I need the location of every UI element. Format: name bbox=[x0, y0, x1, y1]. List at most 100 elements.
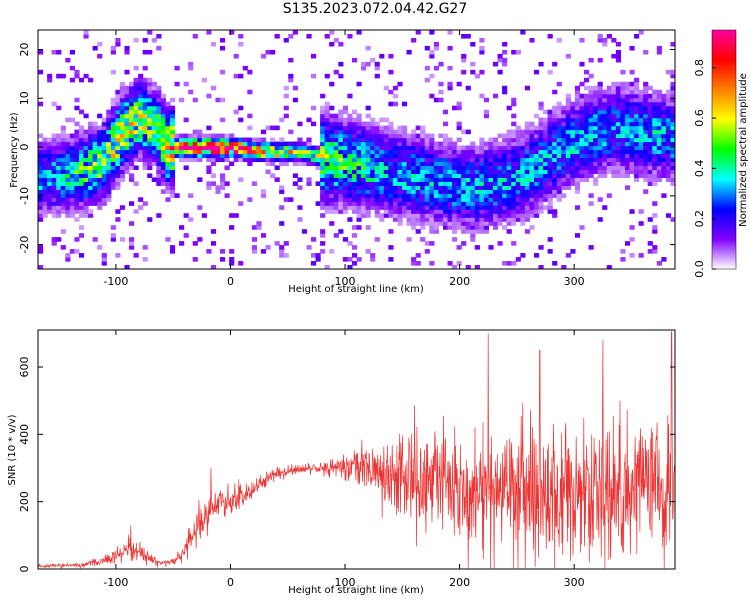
heatmap-cell bbox=[574, 101, 581, 107]
heatmap-cell bbox=[351, 261, 358, 266]
heatmap-cell bbox=[115, 157, 121, 163]
heatmap-cell bbox=[520, 149, 526, 155]
heatmap-cell bbox=[652, 137, 658, 143]
heatmap-cell bbox=[165, 197, 171, 202]
heatmap-cell bbox=[656, 89, 662, 95]
heatmap-cell bbox=[415, 177, 421, 182]
heatmap-cell bbox=[320, 193, 326, 198]
heatmap-cell bbox=[351, 201, 358, 206]
heatmap-cell bbox=[524, 173, 530, 178]
heatmap-cell bbox=[201, 145, 207, 151]
heatmap-cell bbox=[661, 161, 667, 167]
heatmap-cell bbox=[415, 157, 421, 163]
heatmap-cell bbox=[502, 41, 508, 47]
heatmap-cell bbox=[538, 133, 544, 139]
heatmap-cell bbox=[615, 41, 621, 47]
heatmap-cell bbox=[220, 181, 226, 186]
heatmap-cell bbox=[579, 153, 585, 159]
heatmap-cell bbox=[129, 121, 135, 127]
heatmap-cell bbox=[174, 193, 180, 198]
heatmap-cell bbox=[570, 169, 576, 174]
heatmap-cell bbox=[574, 145, 581, 151]
heatmap-cell bbox=[461, 225, 467, 230]
heatmap-cell bbox=[133, 109, 139, 115]
heatmap-cell bbox=[602, 165, 608, 171]
heatmap-cell bbox=[115, 169, 121, 174]
heatmap-cell bbox=[361, 193, 367, 198]
heatmap-cell bbox=[602, 205, 608, 210]
heatmap-cell bbox=[479, 201, 485, 206]
heatmap-cell bbox=[597, 89, 603, 95]
heatmap-cell bbox=[220, 117, 226, 123]
heatmap-cell bbox=[297, 157, 303, 163]
heatmap-cell bbox=[311, 253, 317, 258]
heatmap-cell bbox=[119, 157, 126, 163]
heatmap-cell bbox=[365, 185, 371, 190]
heatmap-cell bbox=[520, 177, 526, 182]
heatmap-cell bbox=[329, 157, 335, 163]
heatmap-cell bbox=[320, 173, 326, 178]
heatmap-cell bbox=[119, 149, 126, 155]
heatmap-cell bbox=[429, 173, 435, 178]
heatmap-cell bbox=[370, 145, 376, 151]
heatmap-cell bbox=[624, 161, 631, 167]
heatmap-cell bbox=[656, 97, 662, 103]
heatmap-cell bbox=[51, 193, 57, 198]
heatmap-cell bbox=[69, 213, 75, 218]
heatmap-cell bbox=[333, 205, 339, 210]
heatmap-cell bbox=[374, 177, 380, 182]
heatmap-cell bbox=[188, 89, 194, 95]
heatmap-cell bbox=[374, 181, 380, 186]
heatmap-cell bbox=[151, 117, 157, 123]
heatmap-cell bbox=[47, 141, 53, 147]
heatmap-cell bbox=[324, 145, 330, 151]
heatmap-cell bbox=[101, 129, 107, 135]
heatmap-cell bbox=[415, 173, 421, 178]
heatmap-cell bbox=[470, 61, 476, 67]
heatmap-cell bbox=[60, 73, 66, 79]
heatmap-cell bbox=[288, 73, 294, 79]
heatmap-cell bbox=[56, 209, 62, 214]
heatmap-cell bbox=[461, 157, 467, 163]
heatmap-cell bbox=[533, 173, 540, 178]
heatmap-cell bbox=[670, 169, 675, 174]
heatmap-cell bbox=[479, 221, 485, 226]
heatmap-cell bbox=[452, 265, 458, 269]
heatmap-cell bbox=[656, 117, 662, 123]
heatmap-cell bbox=[60, 125, 66, 131]
heatmap-cell bbox=[420, 209, 426, 214]
heatmap-cell bbox=[565, 129, 571, 135]
heatmap-cell bbox=[479, 49, 485, 55]
heatmap-cell bbox=[629, 157, 635, 163]
heatmap-cell bbox=[210, 41, 217, 47]
heatmap-cell bbox=[411, 161, 417, 167]
heatmap-cell bbox=[65, 201, 71, 206]
heatmap-cell bbox=[415, 125, 421, 131]
heatmap-cell bbox=[415, 181, 421, 186]
heatmap-cell bbox=[351, 157, 358, 163]
heatmap-cell bbox=[392, 205, 399, 210]
heatmap-cell bbox=[101, 117, 107, 123]
heatmap-cell bbox=[147, 113, 153, 119]
heatmap-cell bbox=[78, 157, 85, 163]
heatmap-cell bbox=[51, 49, 57, 55]
heatmap-cell bbox=[320, 229, 326, 234]
heatmap-cell bbox=[133, 97, 139, 103]
heatmap-cell bbox=[256, 149, 262, 155]
heatmap-cell bbox=[224, 133, 230, 139]
heatmap-cell bbox=[629, 69, 635, 75]
heatmap-cell bbox=[347, 149, 353, 155]
heatmap-cell bbox=[565, 165, 571, 171]
heatmap-cell bbox=[565, 185, 571, 190]
heatmap-cell bbox=[565, 109, 571, 115]
heatmap-cell bbox=[647, 169, 653, 174]
heatmap-cell bbox=[220, 157, 226, 163]
heatmap-cell bbox=[652, 97, 658, 103]
heatmap-cell bbox=[92, 157, 98, 163]
heatmap-cell bbox=[356, 117, 362, 123]
heatmap-cell bbox=[251, 157, 257, 163]
heatmap-cell bbox=[447, 85, 453, 91]
heatmap-cell bbox=[397, 81, 403, 87]
heatmap-cell bbox=[215, 149, 221, 155]
heatmap-cell bbox=[520, 197, 526, 202]
